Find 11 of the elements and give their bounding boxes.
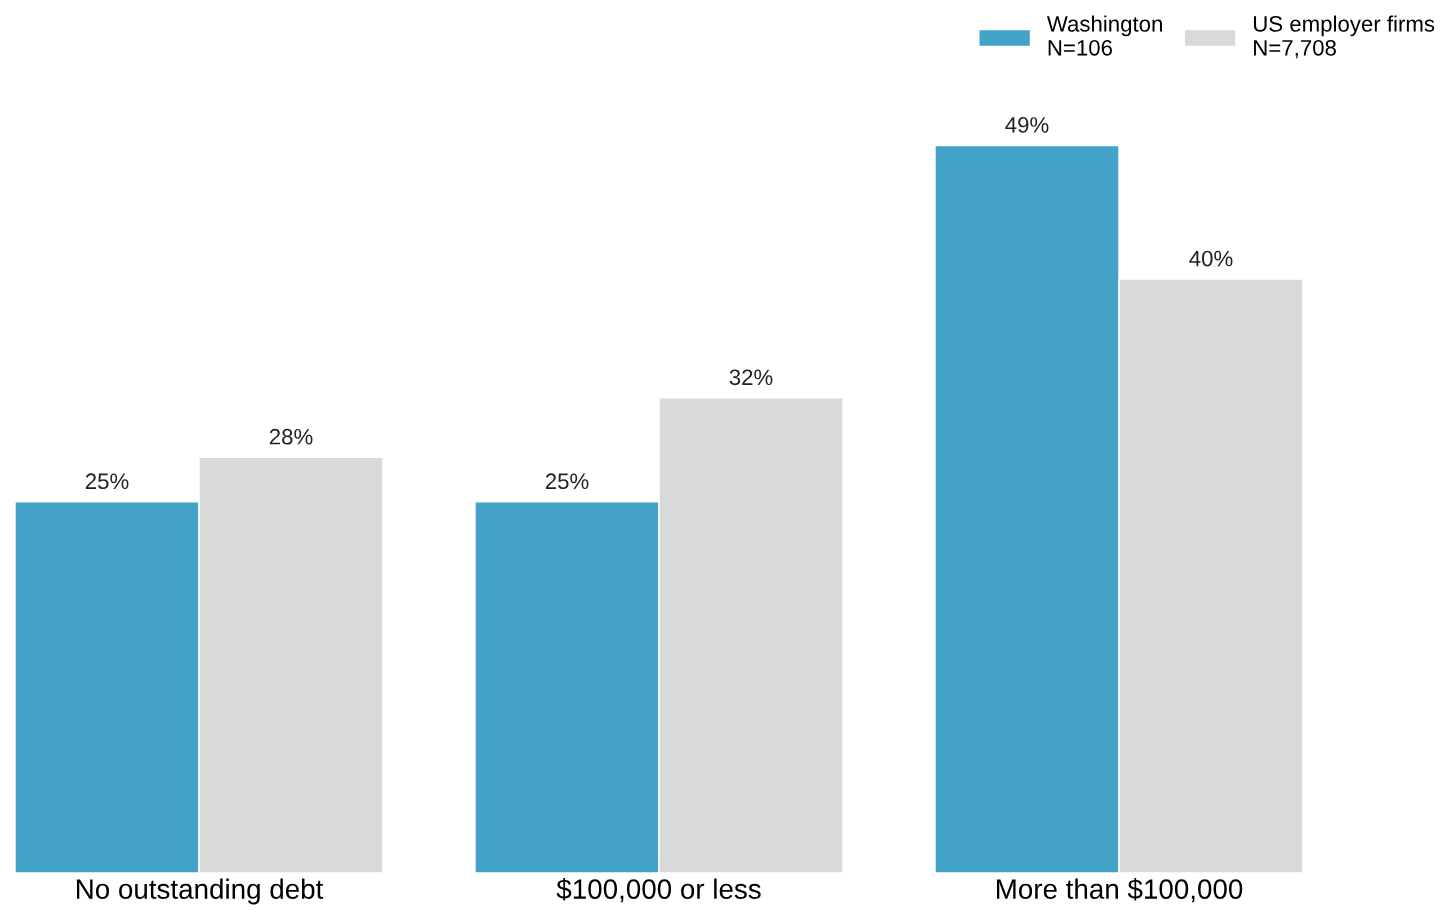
data-label: 49%	[1005, 117, 1049, 133]
x-tick-label: More than $100,000	[996, 878, 1243, 903]
data-label: 32%	[729, 369, 773, 386]
data-label: 25%	[85, 473, 129, 490]
data-label: 25%	[545, 473, 589, 490]
data-label: 40%	[1189, 250, 1233, 267]
legend-label: US employer firms N=7,708	[1253, 15, 1435, 59]
data-label: 28%	[269, 428, 313, 445]
x-tick-label: No outstanding debt	[76, 878, 324, 905]
legend-label: Washington N=106	[1046, 15, 1162, 56]
x-tick-label: $100,000 or less	[556, 878, 761, 903]
